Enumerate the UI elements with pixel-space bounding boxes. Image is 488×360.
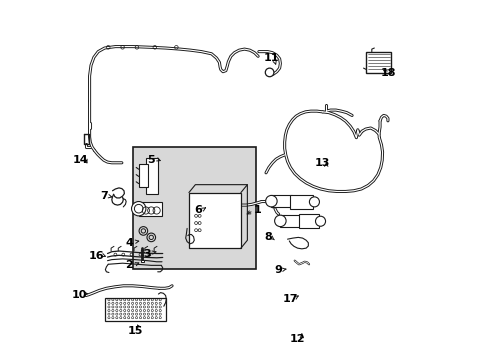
Bar bbox=[132, 147, 256, 269]
Text: 4: 4 bbox=[125, 238, 133, 248]
Text: 16: 16 bbox=[89, 251, 104, 261]
Text: 5: 5 bbox=[147, 155, 155, 165]
Bar bbox=[290, 195, 312, 209]
Text: 11: 11 bbox=[263, 53, 279, 63]
Bar bbox=[280, 215, 304, 226]
Text: 7: 7 bbox=[100, 191, 107, 201]
Circle shape bbox=[315, 216, 325, 226]
Circle shape bbox=[131, 202, 145, 216]
Circle shape bbox=[265, 68, 273, 77]
Bar bbox=[139, 164, 147, 187]
Text: 9: 9 bbox=[274, 265, 282, 275]
Text: 2: 2 bbox=[125, 260, 133, 270]
Text: 12: 12 bbox=[289, 333, 305, 343]
Bar bbox=[139, 202, 162, 216]
Bar bbox=[140, 260, 143, 262]
Bar bbox=[366, 51, 390, 73]
Text: 14: 14 bbox=[72, 155, 88, 165]
Text: 1: 1 bbox=[253, 206, 261, 216]
Circle shape bbox=[274, 215, 285, 226]
Bar bbox=[271, 195, 292, 207]
Text: 10: 10 bbox=[72, 290, 87, 300]
Text: 8: 8 bbox=[264, 232, 272, 242]
Bar bbox=[188, 193, 241, 248]
Text: 15: 15 bbox=[127, 325, 142, 336]
Bar bbox=[145, 158, 158, 194]
Bar bbox=[298, 214, 318, 228]
Text: 13: 13 bbox=[314, 158, 330, 168]
Text: 3: 3 bbox=[143, 248, 150, 258]
Circle shape bbox=[265, 195, 277, 207]
Bar bbox=[105, 298, 165, 320]
Text: 17: 17 bbox=[282, 294, 298, 304]
Text: 6: 6 bbox=[194, 206, 202, 216]
Text: 18: 18 bbox=[379, 68, 395, 78]
Circle shape bbox=[309, 197, 319, 207]
